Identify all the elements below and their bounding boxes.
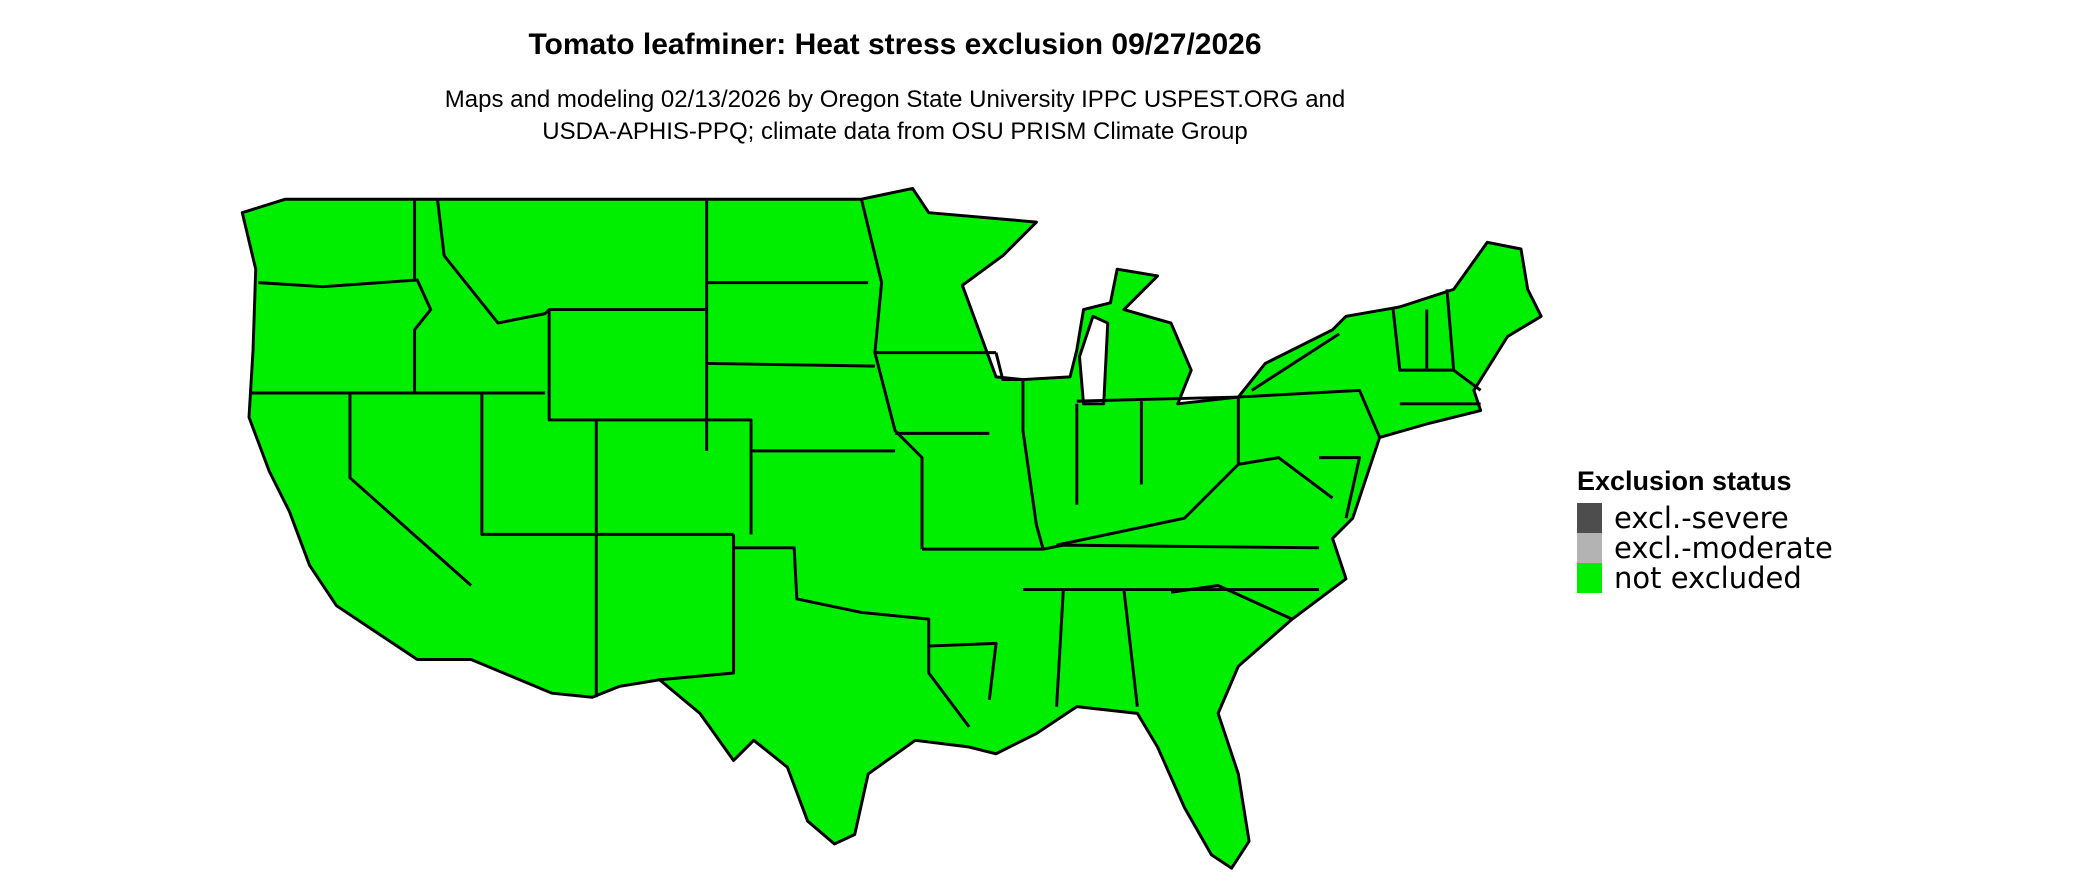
state-borders [250,198,1482,728]
legend-item-not-excluded: not excluded [1577,561,1833,595]
subtitle-line-1: Maps and modeling 02/13/2026 by Oregon S… [444,86,1346,113]
legend-label: excl.-severe [1614,501,1789,535]
legend-label: excl.-moderate [1614,531,1833,565]
legend-label: not excluded [1614,561,1802,595]
legend-item-severe: excl.-severe [1577,501,1833,535]
subtitle-line-2: USDA-APHIS-PPQ; climate data from OSU PR… [542,118,1248,145]
us-outline [240,186,1543,870]
legend: Exclusion status excl.-severe excl.-mode… [1577,466,1833,595]
legend-swatch-moderate [1577,533,1602,563]
legend-swatch-not-excluded [1577,563,1602,593]
lake-michigan [1078,314,1110,406]
legend-swatch-severe [1577,503,1602,533]
legend-title: Exclusion status [1577,466,1792,496]
legend-item-moderate: excl.-moderate [1577,531,1833,565]
map-title: Tomato leafminer: Heat stress exclusion … [528,28,1262,61]
map-subtitle: Maps and modeling 02/13/2026 by Oregon S… [0,84,1790,148]
